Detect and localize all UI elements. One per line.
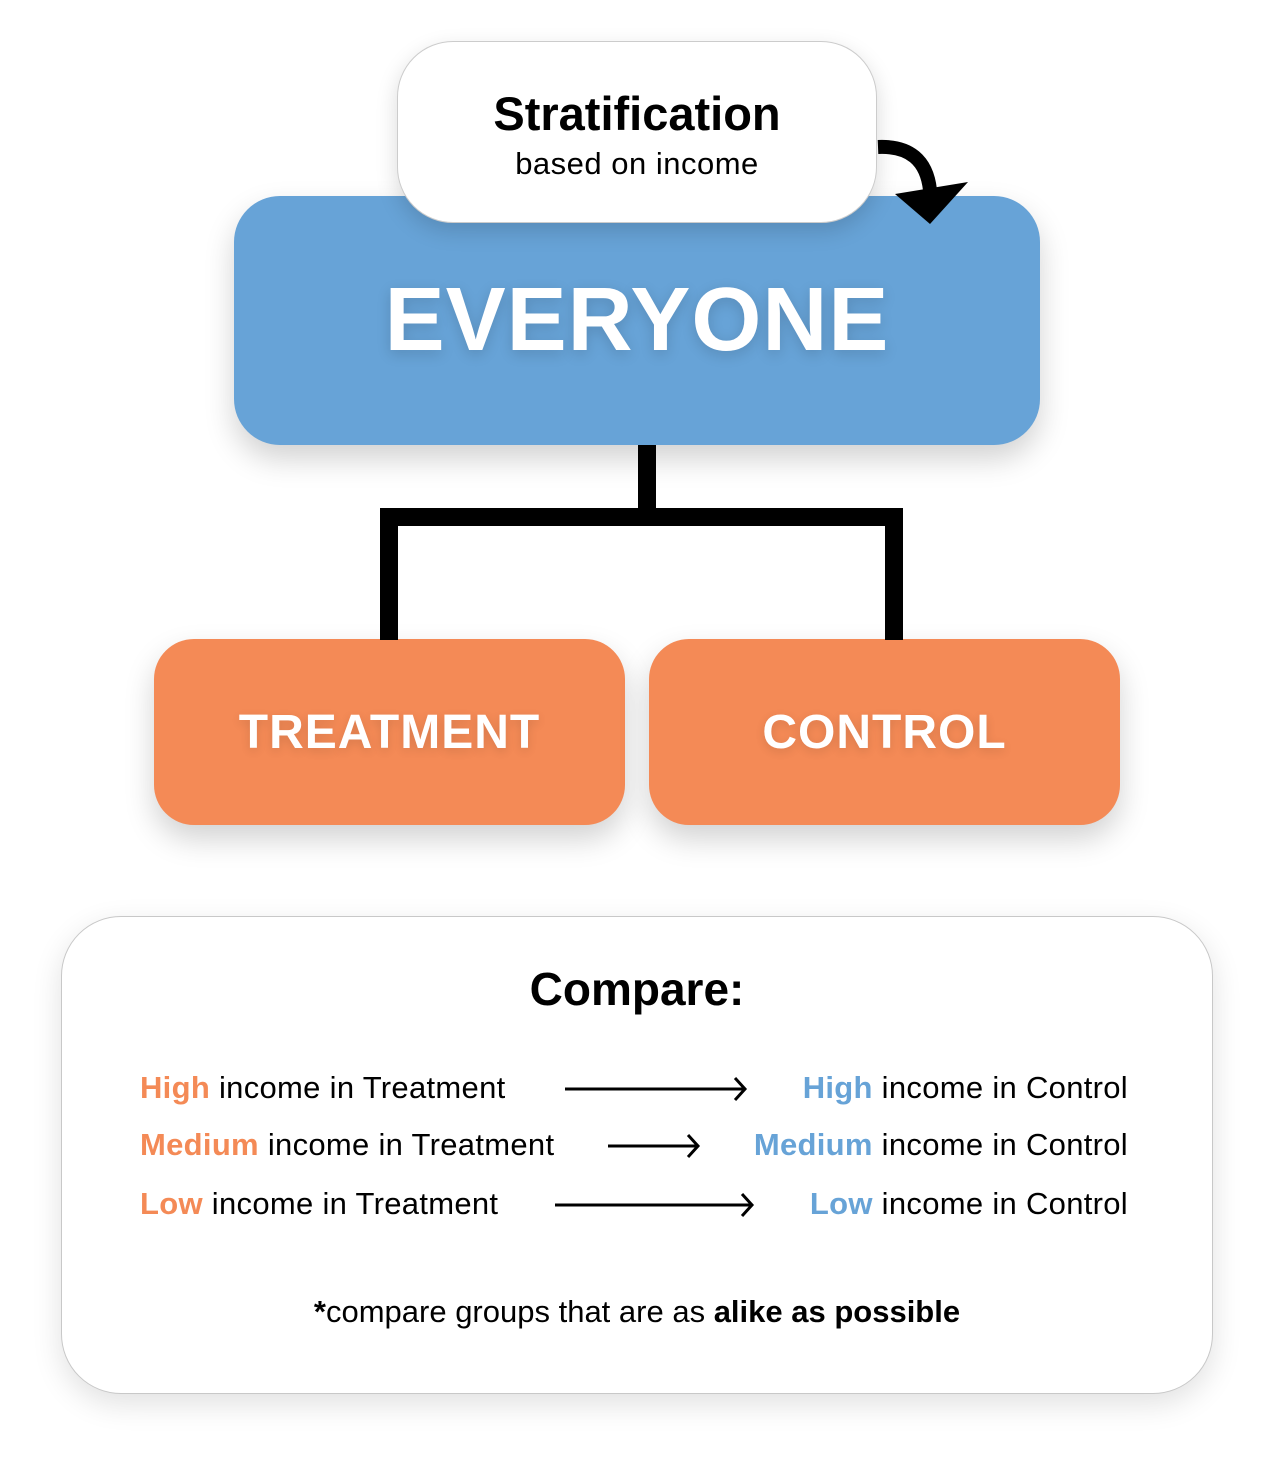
control-box: CONTROL (649, 639, 1120, 825)
curved-arrow-down-icon (877, 139, 937, 192)
row-medium-left: Medium income in Treatment (140, 1127, 554, 1163)
compare-panel (61, 916, 1213, 1394)
right-text: income in Control (872, 1127, 1128, 1162)
level-high: High (140, 1070, 211, 1105)
level-medium: Medium (140, 1127, 259, 1162)
arrow-right-icon (565, 1076, 748, 1102)
stratification-box: Stratification based on income (397, 41, 877, 223)
row-high-left: High income in Treatment (140, 1070, 506, 1106)
treatment-label: TREATMENT (238, 705, 541, 759)
level-low: Low (140, 1186, 203, 1221)
level-medium: Medium (753, 1127, 873, 1162)
arrow-right-icon (555, 1192, 755, 1218)
right-text: income in Control (872, 1186, 1128, 1221)
everyone-box: EVERYONE (234, 196, 1040, 445)
tree-connector (380, 445, 903, 640)
control-label: CONTROL (762, 705, 1007, 759)
treatment-box: TREATMENT (154, 639, 625, 825)
arrow-right-icon (608, 1133, 701, 1159)
right-text: income in Control (872, 1070, 1128, 1105)
row-low-left: Low income in Treatment (140, 1186, 498, 1222)
row-medium-right: Medium income in Control (754, 1127, 1128, 1163)
footnote-emphasis: alike as possible (713, 1294, 961, 1329)
left-text: income in Treatment (202, 1186, 499, 1221)
level-high: High (802, 1070, 873, 1105)
everyone-label: EVERYONE (384, 270, 890, 370)
asterisk: * (313, 1294, 326, 1329)
left-text: income in Treatment (258, 1127, 555, 1162)
compare-arrows (555, 1076, 755, 1218)
stratification-title: Stratification (493, 87, 781, 140)
row-high-right: High income in Control (803, 1070, 1128, 1106)
footnote-text: compare groups that are as (325, 1294, 714, 1329)
left-text: income in Treatment (210, 1070, 506, 1105)
row-low-right: Low income in Control (810, 1186, 1128, 1222)
stratification-subtitle: based on income (515, 146, 759, 181)
arrowhead (895, 182, 968, 224)
connectors (380, 139, 968, 640)
footnote: *compare groups that are as alike as pos… (0, 1294, 1274, 1330)
compare-title: Compare: (529, 963, 745, 1015)
level-low: Low (809, 1186, 873, 1221)
